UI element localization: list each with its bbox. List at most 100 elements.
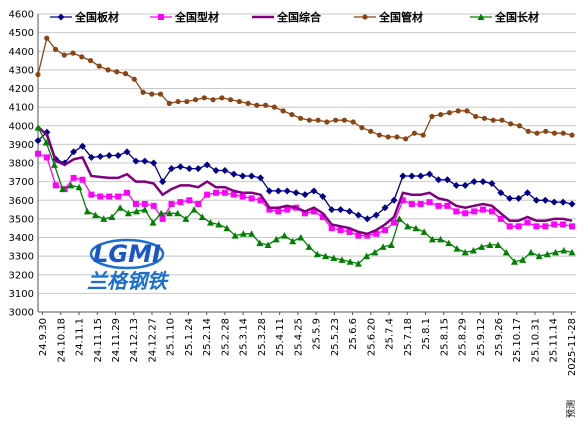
data-point [338, 256, 346, 263]
data-point [297, 234, 305, 241]
data-point [106, 193, 113, 200]
data-point [239, 230, 247, 237]
x-tick-label: 24.9.30 [38, 318, 49, 356]
data-point [478, 243, 486, 250]
x-tick-label: 24.10.18 [56, 318, 67, 363]
y-tick-label: 4400 [9, 47, 34, 58]
data-point [426, 199, 433, 206]
data-point [79, 142, 86, 150]
data-point [177, 199, 184, 206]
data-point [382, 227, 389, 234]
data-point [535, 252, 543, 260]
y-tick-label: 4100 [9, 103, 34, 114]
data-point [70, 148, 78, 156]
logo-name: 兰格钢铁 [87, 269, 170, 293]
data-point [132, 200, 139, 207]
x-tick-label: 25.5.23 [330, 318, 341, 356]
data-point [87, 153, 95, 161]
x-tick-label: 25.3.14 [239, 318, 250, 356]
legend-label: 全国综合 [276, 10, 322, 24]
y-tick-label: 3500 [9, 214, 34, 225]
data-point [543, 250, 551, 258]
data-point [105, 152, 113, 160]
data-point [372, 211, 380, 219]
grid [38, 13, 576, 313]
data-point [464, 108, 470, 114]
legend-marker [57, 13, 65, 21]
data-point [444, 202, 451, 209]
data-point [471, 208, 478, 215]
data-point [207, 219, 215, 226]
y-tick-label: 3700 [9, 177, 34, 188]
y-tick-label: 4000 [9, 121, 34, 132]
data-point [186, 197, 193, 204]
data-point [67, 181, 75, 189]
data-point [479, 178, 487, 186]
data-point [97, 193, 104, 200]
data-point [122, 71, 129, 77]
y-tick-label: 3300 [9, 252, 34, 263]
data-point [364, 232, 371, 239]
logo-ring-icon [89, 238, 165, 270]
data-point [429, 113, 435, 120]
data-point [524, 189, 531, 197]
data-point [551, 221, 558, 228]
data-point [445, 239, 453, 247]
data-point [248, 172, 256, 180]
data-point [515, 194, 523, 202]
data-point [83, 207, 91, 215]
x-tick-label: 24.11.15 [93, 318, 104, 363]
data-point [305, 243, 313, 250]
data-point [543, 128, 549, 134]
y-tick-label: 4300 [9, 65, 34, 76]
data-point [494, 241, 502, 248]
data-point [399, 197, 406, 204]
data-point [319, 214, 326, 221]
axes: 3000 3100 3200 3300 3400 3500 3600 3700 3800 3900… [9, 10, 578, 377]
data-point [480, 206, 486, 213]
data-point [508, 121, 514, 127]
data-point [499, 117, 505, 123]
data-point [408, 172, 416, 180]
data-point [322, 252, 330, 260]
data-point [510, 258, 518, 265]
data-point [140, 89, 146, 95]
data-point [141, 157, 149, 165]
data-point [371, 248, 379, 256]
data-point [488, 208, 495, 215]
data-point [204, 191, 211, 198]
data-point [473, 113, 479, 120]
data-point [481, 115, 488, 121]
data-point [289, 237, 297, 245]
data-point [231, 232, 239, 239]
legend-marker [477, 13, 485, 20]
data-point [354, 260, 362, 267]
data-point [368, 128, 374, 134]
y-tick-label: 3600 [9, 196, 34, 207]
data-point [52, 182, 59, 189]
data-point [87, 57, 94, 64]
data-point [346, 258, 354, 265]
data-point [435, 202, 442, 209]
data-point [315, 117, 321, 123]
x-tick-label: 24.11.29 [111, 318, 122, 363]
data-point [330, 254, 338, 261]
data-point [52, 46, 59, 52]
forecast-note: 预测 [566, 400, 577, 418]
data-point [114, 69, 120, 75]
data-point [390, 196, 398, 204]
data-point [337, 227, 344, 234]
data-point [123, 148, 131, 156]
data-point [363, 215, 371, 223]
data-point [43, 154, 50, 161]
series-2 [37, 125, 573, 236]
data-point [108, 213, 116, 221]
data-point [203, 161, 211, 169]
data-point [34, 137, 42, 145]
data-point [328, 206, 336, 214]
data-point [568, 248, 576, 256]
data-point [346, 207, 353, 215]
data-point [42, 139, 50, 146]
data-point [395, 215, 403, 222]
data-point [328, 225, 335, 232]
